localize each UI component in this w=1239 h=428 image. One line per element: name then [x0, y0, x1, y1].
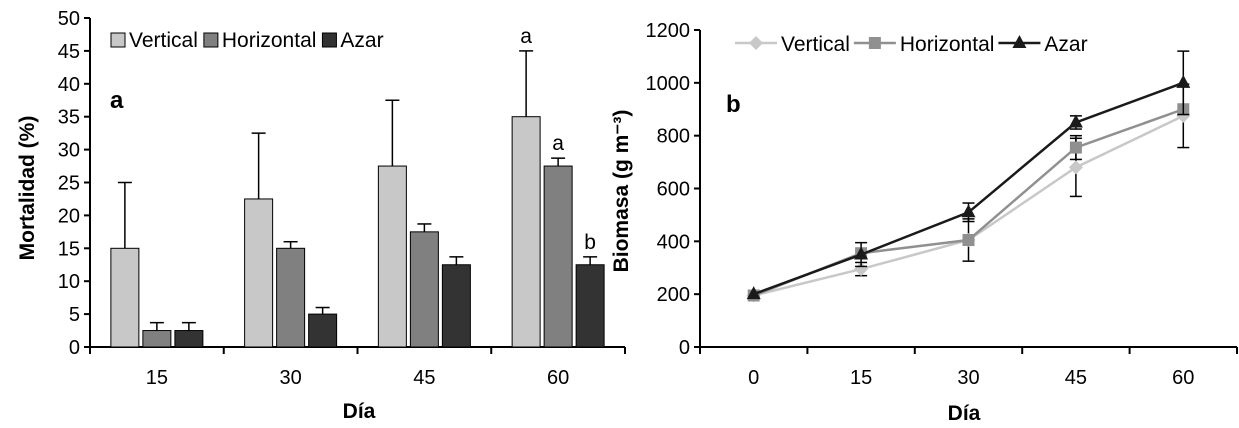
chart-a-legend-label: Horizontal — [222, 29, 317, 52]
chart-b-plot: 0 200 400 600 800 1000 1200 0 15 30 45 60 — [646, 20, 1238, 389]
chart-a-ylabel: Mortalidad (%) — [16, 116, 39, 261]
chart-a-ytick-label: 50 — [58, 8, 80, 30]
chart-a-bar-azar — [441, 264, 471, 348]
chart-a-significance-label: b — [584, 231, 596, 254]
chart-b-legend-label: Azar — [1044, 33, 1087, 56]
chart-a-bar-horizontal — [142, 330, 172, 348]
chart-b-xtick-label: 15 — [850, 367, 872, 389]
chart-b-xtick-label: 60 — [1172, 367, 1194, 389]
chart-a-bar-horizontal — [409, 231, 439, 348]
chart-a-bar-horizontal — [276, 247, 306, 348]
chart-b: Biomasa (g m⁻³) Día b 020040060080010001… — [610, 20, 1238, 425]
chart-a-ytick-label: 0 — [69, 337, 80, 359]
chart-b-point-azar — [746, 286, 761, 300]
chart-a-legend-swatch — [321, 32, 337, 48]
chart-b-legend-marker — [749, 36, 763, 50]
chart-a-legend-swatch — [203, 32, 219, 48]
chart-b-ytick-label: 200 — [657, 284, 690, 306]
chart-b-point-vertical — [1068, 160, 1083, 175]
chart-a-ytick-label: 25 — [58, 173, 80, 195]
chart-b-ytick-label: 0 — [679, 337, 690, 359]
chart-a-legend-swatch — [110, 32, 126, 48]
chart-a-significance-label: a — [552, 132, 564, 155]
chart-a-xtick-label: 15 — [146, 367, 168, 389]
chart-b-line-azar — [753, 81, 1184, 296]
chart-a-ytick-label: 5 — [69, 304, 80, 326]
chart-a-ytick-label: 45 — [58, 41, 80, 63]
chart-b-ytick-label: 1000 — [646, 73, 691, 95]
chart-a-xtick-label: 45 — [413, 367, 435, 389]
chart-b-point-horizontal — [1069, 141, 1082, 154]
chart-b-legend-label: Vertical — [781, 33, 850, 56]
chart-b-legend-marker — [868, 37, 881, 49]
chart-a-bar-azar — [174, 330, 204, 348]
chart-a-legend: Vertical Horizontal Azar — [110, 29, 384, 52]
chart-b-point-horizontal — [962, 234, 975, 247]
chart-a-xtick-label: 30 — [280, 367, 302, 389]
chart-b-point-azar — [1176, 74, 1191, 88]
chart-a-bar-vertical — [244, 198, 274, 348]
chart-a-legend-label: Azar — [340, 29, 383, 52]
chart-a-significance-label: a — [520, 25, 532, 48]
chart-b-legend-label: Horizontal — [900, 33, 995, 56]
chart-b-ytick-label: 600 — [657, 179, 690, 201]
chart-a-bar-vertical — [377, 165, 407, 348]
chart-b-point-azar — [854, 246, 869, 260]
chart-b-panel-label: b — [726, 91, 741, 118]
chart-a-bar-horizontal — [543, 165, 573, 348]
chart-a-bar-vertical — [511, 116, 541, 348]
chart-a-legend-label: Vertical — [129, 29, 198, 52]
chart-a-ytick-label: 35 — [58, 107, 80, 129]
chart-a-panel-label: a — [110, 87, 124, 114]
chart-a-ytick-label: 15 — [58, 238, 80, 260]
chart-b-xlabel: Día — [948, 402, 981, 425]
chart-b-ytick-label: 800 — [657, 126, 690, 148]
chart-a-bar-vertical — [110, 247, 140, 348]
chart-b-ylabel: Biomasa (g m⁻³) — [610, 110, 633, 273]
chart-a-bar-azar — [308, 313, 338, 348]
chart-b-ytick-label: 1200 — [646, 20, 691, 42]
chart-a-ytick-label: 20 — [58, 205, 80, 227]
chart-b-xtick-label: 0 — [748, 367, 759, 389]
chart-a: Mortalidad (%) Día a 0 5 10 15 20 25 30 35 40 45 5… — [16, 8, 626, 423]
chart-a-plot: 0 5 10 15 20 25 30 35 40 45 50 15 30 45 60 a a b — [58, 8, 626, 389]
chart-a-xlabel: Día — [343, 400, 376, 423]
chart-a-ytick-label: 30 — [58, 140, 80, 162]
chart-b-point-azar — [1068, 114, 1083, 128]
chart-b-legend-marker — [1012, 35, 1027, 48]
chart-a-ytick-label: 10 — [58, 271, 80, 293]
chart-a-ytick-label: 40 — [58, 74, 80, 96]
chart-b-point-azar — [961, 204, 976, 218]
chart-a-xtick-label: 60 — [547, 367, 569, 389]
chart-b-xtick-label: 30 — [957, 367, 979, 389]
chart-b-xtick-label: 45 — [1065, 367, 1087, 389]
chart-b-legend: Vertical Horizontal Azar — [735, 33, 1088, 56]
chart-b-point-vertical — [854, 262, 869, 277]
chart-a-bar-azar — [575, 264, 605, 348]
chart-b-ytick-label: 400 — [657, 231, 690, 253]
